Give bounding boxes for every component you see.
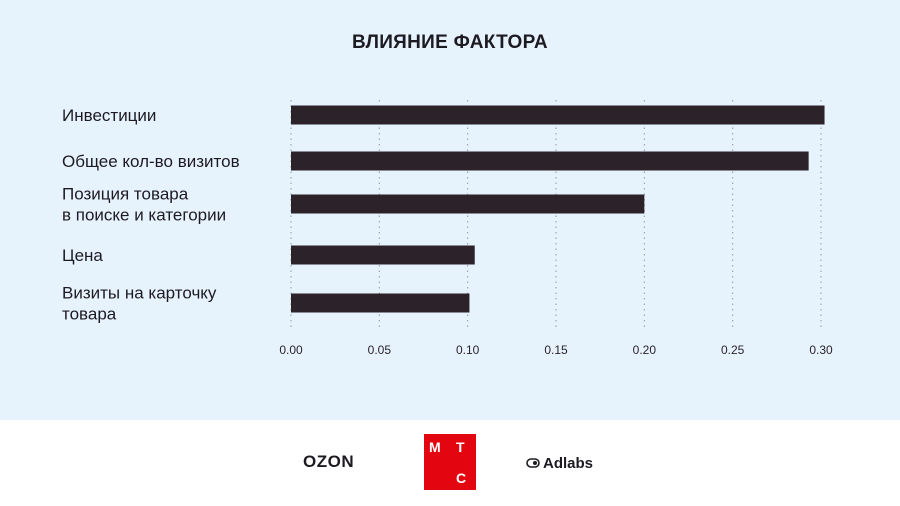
ozon-logo: OZON [303, 452, 355, 471]
adlabs-mark-icon [526, 458, 540, 468]
x-tick-label: 0.15 [544, 343, 568, 357]
bar [291, 293, 470, 313]
adlabs-wordmark: Adlabs [543, 454, 594, 472]
x-tick-label: 0.25 [721, 343, 745, 357]
bar [291, 245, 475, 265]
bar-chart: 0.00 0.05 0.10 0.15 0.20 0.25 0.30 Инвестиции Об… [62, 100, 833, 357]
chart-title: ВЛИЯНИЕ ФАКТОРА [352, 32, 548, 53]
category-label: Позиция товара [62, 185, 189, 204]
bar [291, 105, 825, 125]
bar [291, 194, 645, 214]
adlabs-logo: Adlabs [526, 453, 593, 473]
x-tick-label: 0.10 [456, 343, 480, 357]
x-tick-label: 0.00 [279, 343, 303, 357]
category-label: товара [62, 305, 117, 324]
category-label: Цена [62, 246, 103, 265]
mts-logo: М Т С [424, 434, 476, 490]
x-tick-label: 0.20 [633, 343, 657, 357]
category-label: в поиске и категории [62, 206, 226, 225]
category-label: Общее кол-во визитов [62, 152, 240, 171]
mts-logo-letter-c: С [456, 470, 467, 486]
x-tick-label: 0.30 [809, 343, 833, 357]
bar [291, 151, 809, 171]
category-label: Визиты на карточку [62, 284, 217, 303]
category-label: Инвестиции [62, 106, 156, 125]
x-tick-label: 0.05 [368, 343, 392, 357]
mts-logo-letter-m: М [429, 439, 441, 455]
mts-logo-letter-t: Т [456, 439, 465, 455]
